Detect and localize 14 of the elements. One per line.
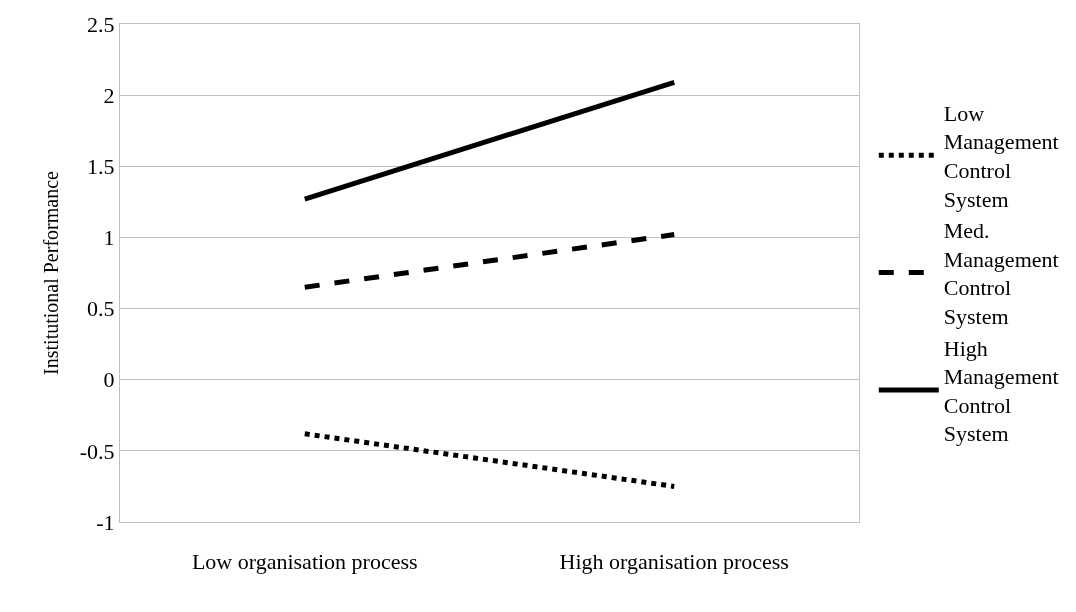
x-tick-label: Low organisation process [191, 549, 418, 575]
x-tick-label: High organisation process [559, 549, 789, 575]
y-tick-label: -1 [96, 509, 115, 535]
y-tick-label: 1 [103, 225, 115, 251]
y-axis-title: Institutional Performance [40, 170, 63, 375]
y-tick-label: -0.5 [79, 438, 115, 464]
y-tick-label: 2.5 [87, 11, 115, 37]
y-tick-label: 2 [103, 82, 115, 108]
y-tick-label: 0.5 [87, 296, 115, 322]
legend-label: Med. Management Control System [943, 218, 1059, 330]
y-tick-label: 0 [103, 367, 115, 393]
legend-label: Low Management Control System [943, 100, 1059, 212]
y-tick-label: 1.5 [87, 153, 115, 179]
legend-label: High Management Control System [943, 335, 1059, 447]
